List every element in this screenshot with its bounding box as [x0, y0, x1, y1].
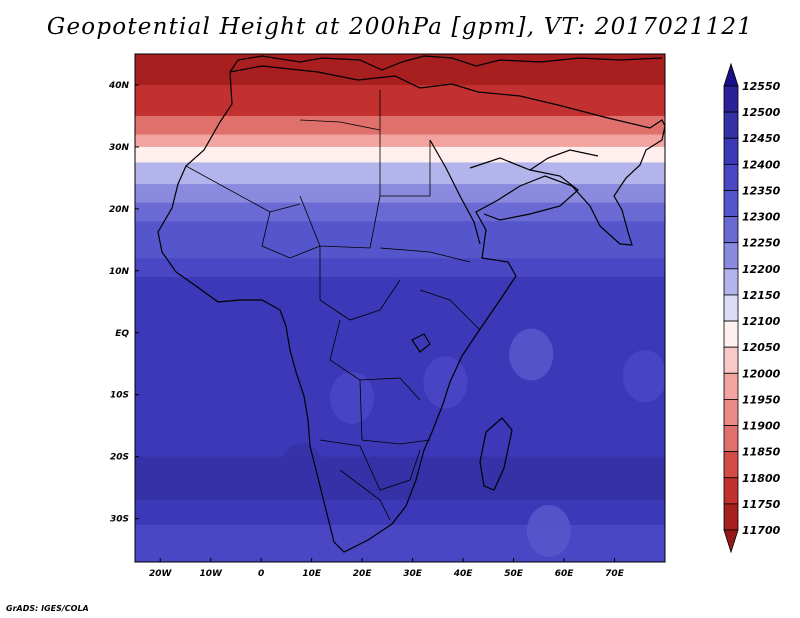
- colorbar-swatch: [723, 111, 739, 139]
- colorbar-swatch: [723, 320, 739, 348]
- lon-label: 10E: [302, 569, 322, 579]
- lat-label: 10S: [110, 391, 129, 401]
- colorbar-swatch: [723, 372, 739, 400]
- height-band: [135, 221, 665, 259]
- colorbar-swatch: [723, 216, 739, 244]
- colorbar-swatch: [723, 190, 739, 217]
- height-field: [135, 54, 665, 562]
- colorbar-swatch: [723, 425, 739, 453]
- height-band: [135, 84, 665, 117]
- colorbar-swatch: [723, 294, 739, 322]
- longitude-labels: 20W 10W 0 10E 20E 30E 40E 50E 60E 70E: [149, 558, 625, 579]
- colorbar-swatch: [723, 85, 739, 113]
- colorbar-label: 11850: [742, 446, 781, 459]
- height-patch: [279, 443, 324, 496]
- lat-label: 40N: [108, 81, 130, 91]
- lat-label: EQ: [115, 329, 129, 339]
- colorbar-label: 12250: [742, 237, 781, 250]
- arabian-peninsula: [469, 157, 579, 221]
- persian-gulf: [529, 149, 599, 171]
- africa-coastline: [157, 65, 665, 553]
- madagascar-coastline: [479, 417, 513, 491]
- colorbar-label: 11700: [742, 524, 781, 537]
- colorbar-label: 12550: [742, 80, 781, 93]
- height-band: [135, 456, 665, 501]
- lon-label: 0: [258, 569, 264, 579]
- lat-label: 20S: [110, 453, 129, 463]
- height-band: [135, 115, 665, 136]
- height-band: [135, 146, 665, 163]
- lon-label: 70E: [605, 569, 625, 579]
- colorbar-swatch: [723, 268, 739, 296]
- lat-label: 30S: [110, 515, 129, 525]
- height-band: [135, 524, 665, 562]
- red-sea-coastline: [429, 139, 481, 245]
- colorbar-label: 12450: [742, 132, 781, 145]
- colorbar-swatch: [723, 137, 739, 165]
- height-band: [135, 258, 665, 278]
- colorbar-label: 11750: [742, 498, 781, 511]
- lon-label: 30E: [403, 569, 423, 579]
- latitude-labels: 40N 30N 20N 10N EQ 10S 20S 30S: [108, 81, 139, 525]
- plot-title: Geopotential Height at 200hPa [gpm], VT:…: [46, 14, 754, 40]
- colorbar-label: 12200: [742, 263, 781, 276]
- lon-label: 10W: [199, 569, 223, 579]
- colorbar-label: 12050: [742, 341, 781, 354]
- colorbar-label: 12300: [742, 211, 781, 224]
- coastlines: [157, 55, 665, 553]
- height-band: [135, 184, 665, 204]
- height-patch: [423, 356, 468, 409]
- height-patch: [330, 371, 375, 424]
- country-borders: [185, 90, 481, 521]
- height-patch: [509, 328, 554, 381]
- lon-label: 20E: [353, 569, 373, 579]
- colorbar-swatch: [723, 477, 739, 505]
- colorbar-top-arrow: [723, 62, 739, 87]
- colorbar-label: 12000: [742, 367, 781, 380]
- lat-label: 30N: [109, 143, 130, 153]
- colorbar-swatch: [723, 346, 739, 374]
- lat-label: 10N: [109, 267, 130, 277]
- colorbar-label: 11950: [742, 393, 781, 406]
- height-band: [135, 202, 665, 222]
- colorbar-swatch: [723, 399, 739, 426]
- colorbar-swatch: [723, 451, 739, 479]
- colorbar-bottom-arrow: [723, 529, 739, 554]
- colorbar-label: 11900: [742, 420, 781, 433]
- map-frame: [134, 53, 666, 563]
- lon-label: 40E: [453, 569, 474, 579]
- lake-victoria: [411, 333, 431, 353]
- colorbar-label: 12400: [742, 158, 781, 171]
- colorbar-label: 12500: [742, 106, 781, 119]
- colorbar-label: 12100: [742, 315, 781, 328]
- grads-credit: GrADS: IGES/COLA: [6, 604, 89, 613]
- height-patch: [622, 350, 665, 403]
- lat-label: 20N: [109, 205, 130, 215]
- lon-label: 20W: [149, 569, 173, 579]
- lon-label: 60E: [555, 569, 575, 579]
- lon-label: 50E: [504, 569, 524, 579]
- colorbar-swatch: [723, 503, 739, 531]
- height-band: [135, 54, 665, 86]
- height-band: [135, 425, 665, 458]
- colorbar-swatch: [723, 242, 739, 270]
- height-band: [135, 134, 665, 148]
- colorbar-label: 12350: [742, 184, 781, 197]
- europe-coastline: [229, 55, 663, 73]
- colorbar-label: 11800: [742, 472, 781, 485]
- height-band: [135, 500, 665, 526]
- colorbar: 12550 12500 12450 12400 12350 12300 12250 12200…: [723, 62, 781, 554]
- colorbar-swatch: [723, 163, 739, 191]
- colorbar-label: 12150: [742, 289, 781, 302]
- height-patch: [526, 505, 571, 558]
